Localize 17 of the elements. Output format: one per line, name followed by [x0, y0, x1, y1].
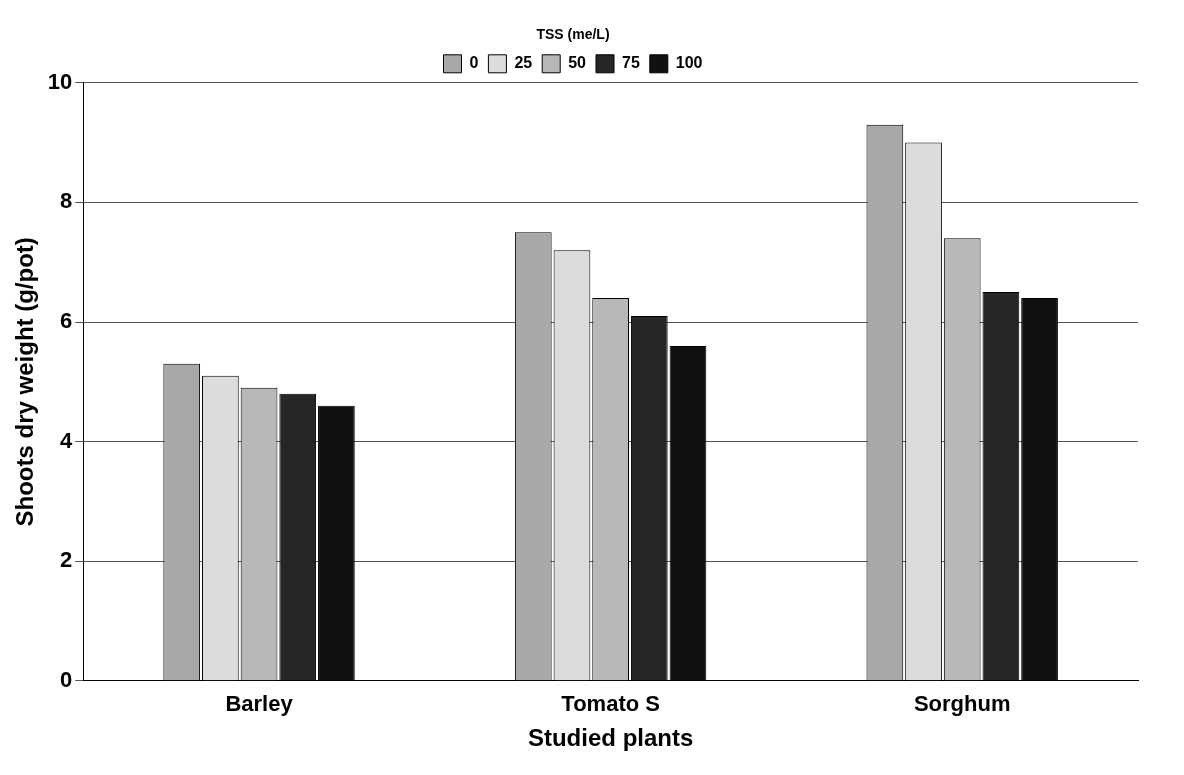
legend-label: 100: [675, 54, 703, 72]
y-tick-label: 6: [60, 308, 73, 334]
y-axis-title: Shoots dry weight (g/pot): [11, 237, 39, 527]
x-axis-title: Studied plants: [527, 724, 694, 752]
legend-label: 0: [469, 54, 479, 72]
x-tick-label: Sorghum: [913, 691, 1011, 717]
y-tick-label: 8: [60, 188, 73, 214]
y-tick-label: 0: [60, 666, 73, 692]
legend-label: 25: [514, 54, 533, 72]
y-tick-label: 2: [60, 547, 73, 573]
x-tick-label: Barley: [225, 691, 294, 717]
y-tick-label: 10: [47, 68, 73, 94]
legend-label: 50: [568, 54, 587, 72]
legend-title: TSS (me/L): [536, 25, 610, 42]
y-tick-label: 4: [60, 427, 74, 453]
legend-label: 75: [622, 54, 640, 72]
x-tick-label: Tomato S: [561, 691, 660, 717]
